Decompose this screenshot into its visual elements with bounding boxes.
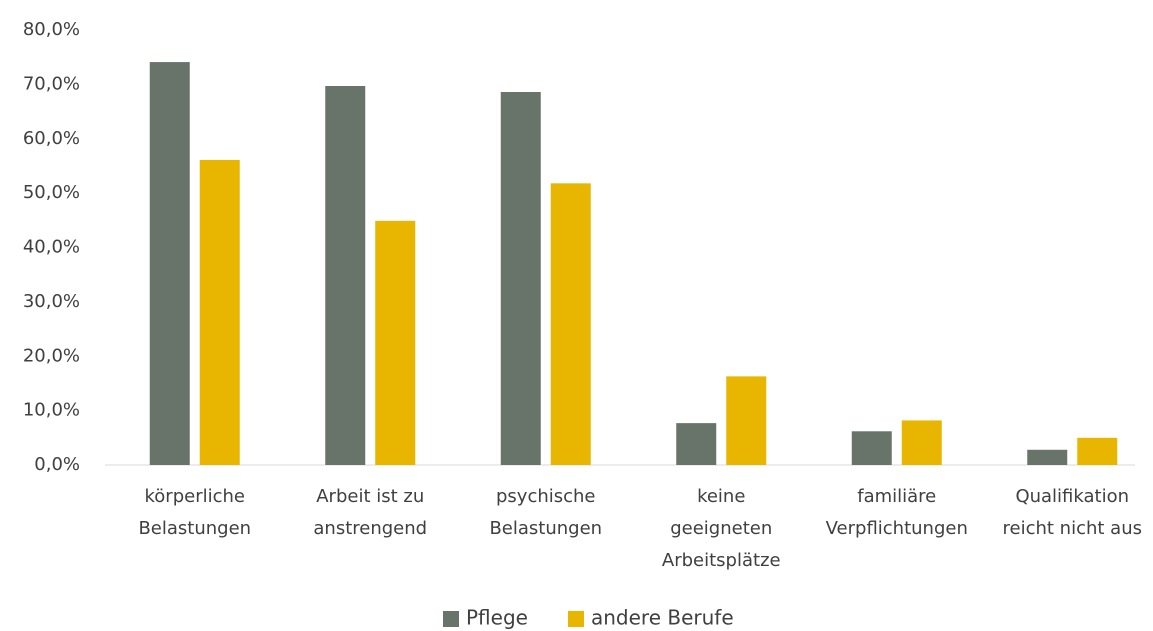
x-tick-label: psychische — [496, 486, 596, 507]
bar — [676, 423, 717, 465]
x-tick-label: Qualifikation — [1015, 486, 1129, 507]
bar — [901, 420, 942, 465]
x-tick-label: geeigneten — [670, 518, 772, 539]
bar — [1077, 437, 1118, 465]
y-tick-label: 50,0% — [23, 182, 80, 203]
bar — [500, 91, 541, 466]
legend-swatch — [568, 611, 584, 627]
y-tick-label: 80,0% — [23, 19, 80, 40]
x-tick-label: Arbeit ist zu — [316, 486, 424, 507]
y-tick-label: 40,0% — [23, 237, 80, 258]
x-tick-label: keine — [697, 486, 745, 507]
bar — [199, 159, 240, 466]
bar — [851, 431, 892, 465]
legend-label: andere Berufe — [591, 606, 734, 630]
x-tick-label: reicht nicht aus — [1003, 518, 1142, 539]
bar — [726, 376, 767, 465]
x-tick-label: Belastungen — [489, 518, 602, 539]
y-tick-label: 70,0% — [23, 73, 80, 94]
legend-swatch — [443, 611, 459, 627]
bar — [1027, 449, 1068, 465]
y-tick-label: 10,0% — [23, 400, 80, 421]
y-tick-label: 30,0% — [23, 291, 80, 312]
x-tick-label: familiäre — [857, 486, 936, 507]
bar — [375, 220, 416, 465]
y-tick-label: 20,0% — [23, 345, 80, 366]
x-tick-label: Arbeitsplätze — [662, 550, 781, 571]
bar — [149, 62, 190, 466]
x-tick-label: körperliche — [145, 486, 245, 507]
x-tick-label: Belastungen — [138, 518, 251, 539]
y-tick-label: 0,0% — [34, 454, 80, 475]
y-tick-label: 60,0% — [23, 128, 80, 149]
bar — [550, 183, 591, 465]
bar — [325, 86, 366, 465]
x-tick-label: Verpflichtungen — [826, 518, 968, 539]
legend-label: Pflege — [466, 606, 528, 630]
x-tick-label: anstrengend — [313, 518, 427, 539]
